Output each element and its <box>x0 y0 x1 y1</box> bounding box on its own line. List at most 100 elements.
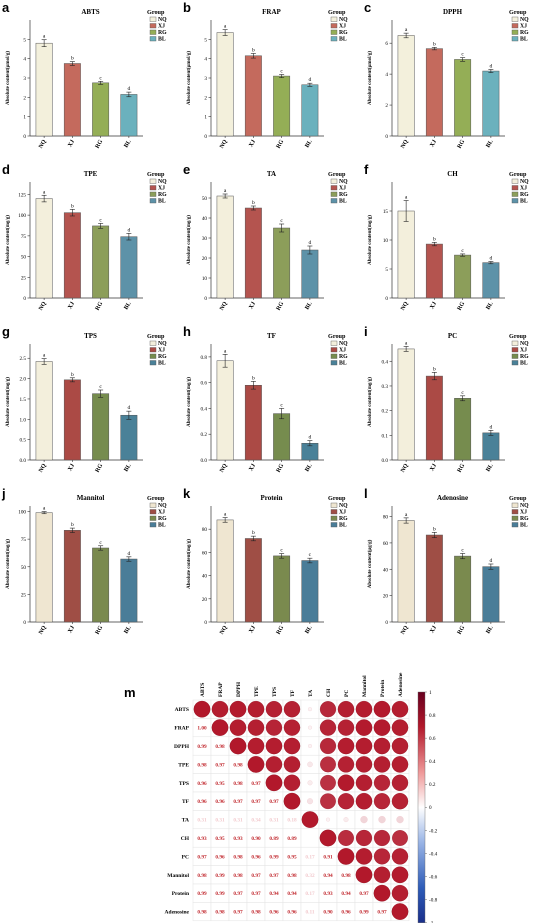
correlation-circle <box>355 719 373 736</box>
legend-swatch-RG <box>511 515 519 521</box>
x-tick-label: BL <box>304 139 313 149</box>
y-tick-label: 10 <box>383 238 389 244</box>
correlation-circle <box>355 737 373 755</box>
legend-swatch-BL <box>511 360 519 366</box>
legend-swatch-BL <box>330 360 338 366</box>
correlation-value: 0.96 <box>251 854 261 860</box>
legend-label: BL <box>339 199 347 205</box>
correlation-circle <box>247 700 265 718</box>
panel-k: k Protein 0 20 40 60 80 Absolute content(mg/g) a… <box>183 486 348 636</box>
bar-RG <box>273 555 291 623</box>
y-tick-label: 4 <box>204 57 207 63</box>
legend-label: RG <box>339 516 348 522</box>
legend-label: XJ <box>158 510 165 516</box>
correlation-circle <box>320 774 336 791</box>
correlation-value: 0.97 <box>359 891 369 897</box>
y-axis-label: Absolute content(mg/g) <box>6 539 11 589</box>
panel-e: e TA 0 10 20 30 40 50 Absolute content(mg/g) a NQ b… <box>183 162 348 312</box>
correlation-value: 0.99 <box>215 873 225 879</box>
correlation-value: 0.98 <box>341 873 351 879</box>
correlation-circle <box>265 737 283 755</box>
y-tick-label: 1 <box>23 115 26 121</box>
correlation-value: 0.96 <box>215 799 225 805</box>
bar-BL <box>120 414 138 461</box>
y-tick-label: 50 <box>21 565 27 571</box>
correlation-value: 0.93 <box>233 836 243 842</box>
panel-j: j Mannitol 0 25 50 75 100 Absolute content(mg/g… <box>1 486 167 636</box>
heatmap-col-label: Adenosine <box>398 672 404 697</box>
significance-letter: a <box>224 188 227 194</box>
correlation-circle <box>211 700 229 718</box>
correlation-value: 0.99 <box>359 910 369 916</box>
legend-swatch-RG <box>330 515 338 521</box>
y-tick-label: 0 <box>385 620 388 626</box>
bar-XJ <box>425 534 443 623</box>
y-tick-label: 0.2 <box>201 432 208 438</box>
correlation-circle <box>373 700 391 718</box>
y-axis-label: Absolute content(mg/g) <box>368 377 373 427</box>
significance-letter: a <box>405 195 408 201</box>
correlation-circle <box>391 719 409 736</box>
y-tick-label: 0 <box>23 134 26 140</box>
correlation-value: 0.97 <box>215 762 225 768</box>
correlation-value: 0.94 <box>269 891 279 897</box>
legend-title: Group <box>147 9 165 16</box>
y-tick-label: 3 <box>204 76 207 82</box>
legend-swatch-NQ <box>149 16 157 22</box>
panel-title: TF <box>267 332 276 340</box>
correlation-circle <box>337 737 355 755</box>
correlation-value: 0.97 <box>377 910 387 916</box>
significance-letter: b <box>252 375 255 381</box>
correlation-circle <box>373 756 391 773</box>
bar-BL <box>301 249 319 299</box>
x-tick-label: BL <box>304 463 313 473</box>
correlation-circle <box>307 798 313 805</box>
legend-swatch-NQ <box>330 502 338 508</box>
bar-NQ <box>397 210 415 299</box>
y-tick-label: 6 <box>385 41 388 47</box>
significance-letter: d <box>490 424 493 430</box>
correlation-value: 0.93 <box>323 891 333 897</box>
y-tick-label: 75 <box>21 234 27 240</box>
panel-title: TPE <box>84 170 98 178</box>
legend-label: RG <box>339 30 348 36</box>
legend-swatch-XJ <box>330 509 338 515</box>
y-tick-label: 5 <box>385 267 388 273</box>
significance-letter: a <box>224 24 227 30</box>
legend-title: Group <box>328 333 346 340</box>
y-tick-label: 10 <box>202 276 208 282</box>
x-tick-label: RG <box>276 625 286 636</box>
correlation-circle <box>320 756 336 773</box>
x-tick-label: XJ <box>248 463 257 472</box>
correlation-value: 0.17 <box>305 891 315 897</box>
correlation-circle <box>247 737 265 755</box>
legend-label: BL <box>158 199 166 205</box>
significance-letter: a <box>43 189 46 195</box>
correlation-value: 0.89 <box>269 836 279 842</box>
panel-title: TPS <box>84 332 97 340</box>
correlation-value: 0.96 <box>269 910 279 916</box>
legend-title: Group <box>509 9 527 16</box>
y-axis-label: Absolute content(mg/g) <box>187 215 192 265</box>
legend-swatch-XJ <box>511 23 519 29</box>
correlation-circle <box>355 756 373 773</box>
legend-label: XJ <box>520 348 527 354</box>
y-tick-label: 60 <box>383 541 389 547</box>
heatmap-col-label: PC <box>344 690 350 697</box>
legend-title: Group <box>509 495 527 502</box>
bar-NQ <box>216 519 234 623</box>
colorbar-tick-label: 0 <box>429 805 432 811</box>
correlation-circle <box>229 719 247 736</box>
correlation-circle <box>211 719 229 736</box>
heatmap-col-label: FRAP <box>218 682 224 697</box>
significance-letter: c <box>309 552 312 558</box>
significance-letter: c <box>280 218 283 224</box>
y-tick-label: 0.6 <box>201 381 208 387</box>
bar-RG <box>454 254 472 299</box>
correlation-circle <box>343 817 349 823</box>
correlation-circle <box>373 884 391 902</box>
panel-title: FRAP <box>262 8 281 16</box>
correlation-value: 0.97 <box>233 799 243 805</box>
significance-letter: c <box>280 548 283 554</box>
correlation-circle <box>373 774 391 791</box>
